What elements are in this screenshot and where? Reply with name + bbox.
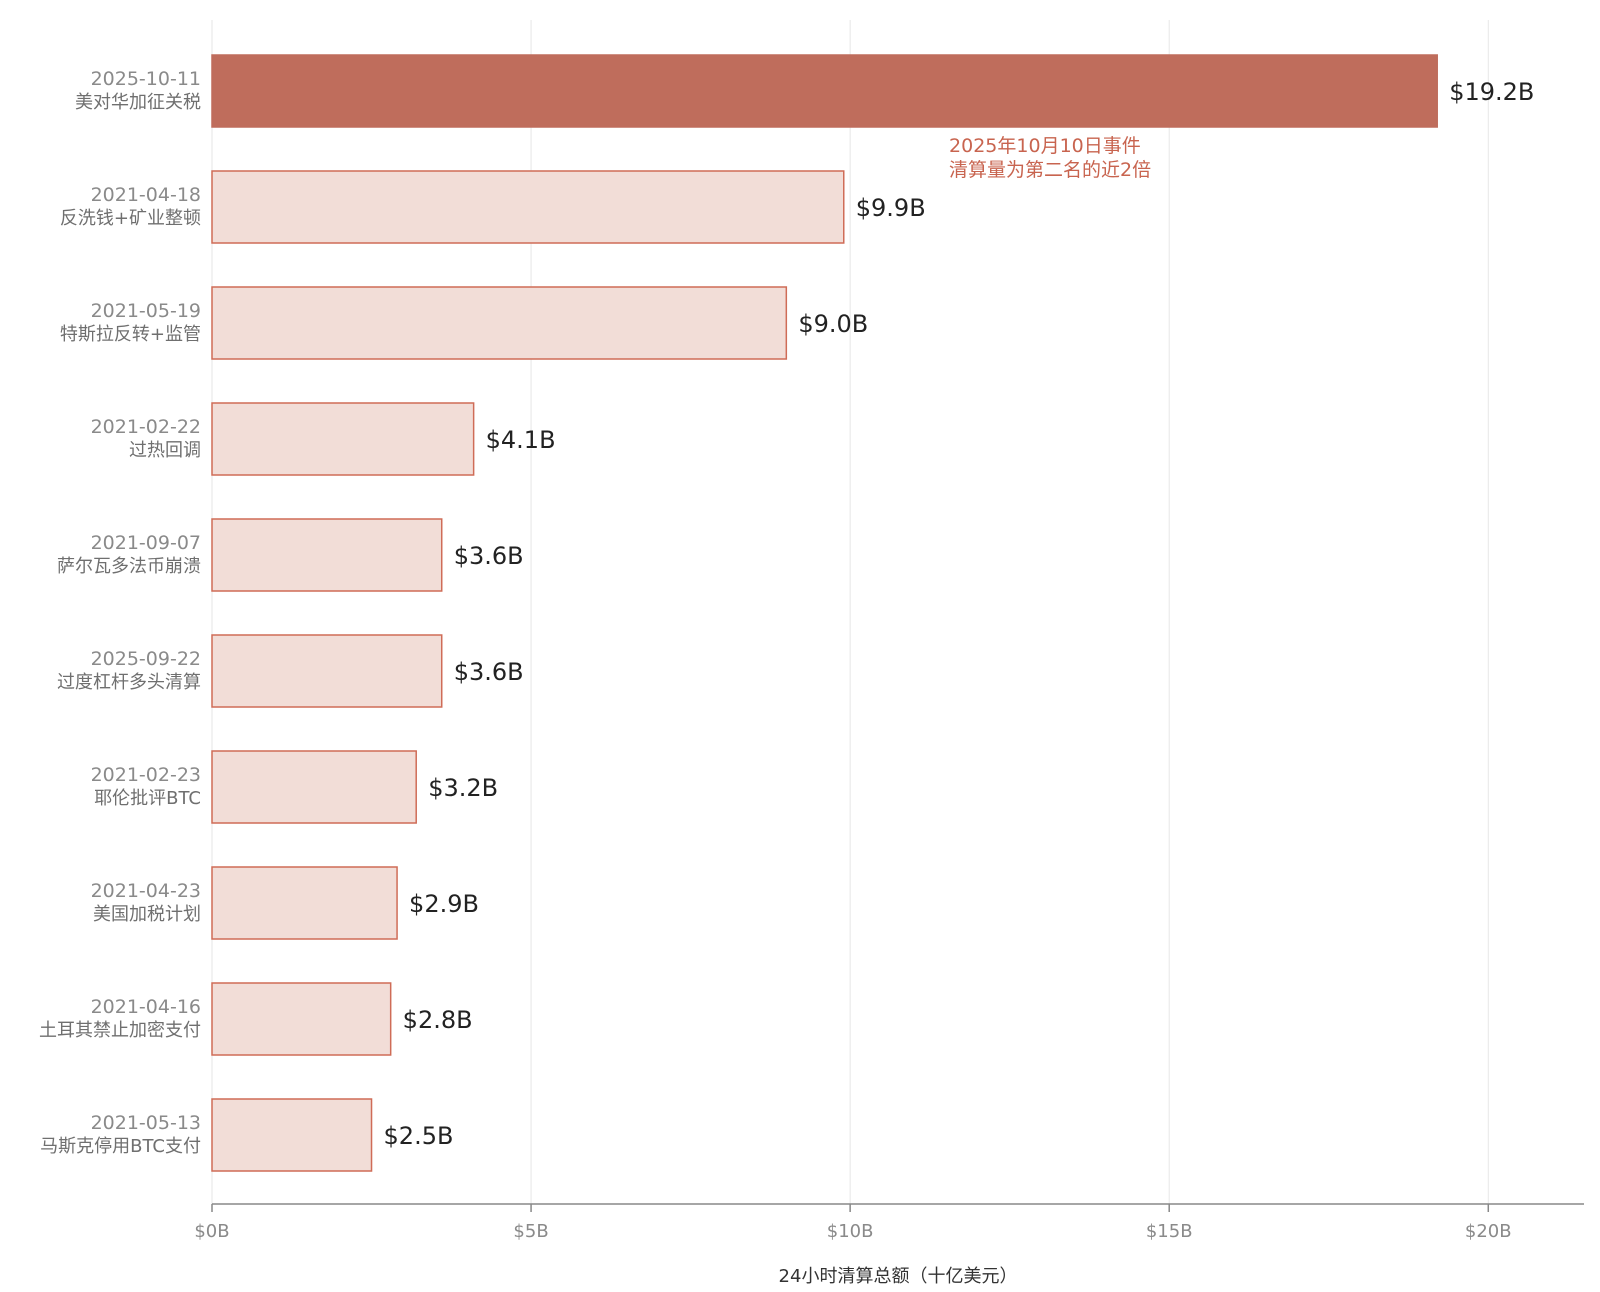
category-event-label: 美国加税计划: [93, 904, 201, 925]
category-date-label: 2021-02-22: [91, 416, 201, 438]
annotation-line: 2025年10月10日事件: [949, 135, 1141, 157]
value-labels: $19.2B $9.9B $9.0B $4.1B $3.6B $3.6B $3.2B $2.9…: [384, 78, 1535, 1150]
x-tick-label: $0B: [194, 1221, 229, 1242]
x-axis-title: 24小时清算总额（十亿美元）: [779, 1266, 1018, 1287]
category-date-label: 2025-10-11: [91, 68, 201, 90]
bar: [211, 54, 1438, 128]
category-event-label: 耶伦批评BTC: [94, 788, 201, 809]
bar-value-label: $3.2B: [428, 774, 498, 802]
category-date-label: 2021-04-18: [91, 184, 201, 206]
bar: [211, 402, 475, 476]
bar: [211, 866, 398, 940]
bar-value-label: $4.1B: [486, 426, 556, 454]
bar: [211, 518, 443, 592]
bar: [211, 982, 392, 1056]
category-event-label: 反洗钱+矿业整顿: [60, 208, 201, 229]
x-tick-label: $15B: [1146, 1221, 1193, 1242]
bar: [211, 750, 417, 824]
bar-value-label: $2.8B: [403, 1006, 473, 1034]
bar-value-label: $9.9B: [856, 194, 926, 222]
bar: [211, 170, 845, 244]
bar: [211, 634, 443, 708]
category-event-label: 特斯拉反转+监管: [60, 324, 201, 345]
category-date-label: 2021-02-23: [91, 764, 201, 786]
category-date-label: 2025-09-22: [91, 648, 201, 670]
x-tick-label: $10B: [827, 1221, 874, 1242]
category-date-label: 2021-09-07: [91, 532, 201, 554]
category-event-label: 过度杠杆多头清算: [57, 672, 201, 693]
x-tick-label: $5B: [513, 1221, 548, 1242]
category-date-label: 2021-04-23: [91, 880, 201, 902]
bar-value-label: $3.6B: [454, 542, 524, 570]
category-date-label: 2021-05-13: [91, 1112, 201, 1134]
category-event-label: 萨尔瓦多法币崩溃: [57, 556, 201, 577]
bar-value-label: $9.0B: [798, 310, 868, 338]
bars: [211, 54, 1438, 1172]
annotation-line: 清算量为第二名的近2倍: [949, 159, 1151, 181]
category-event-label: 过热回调: [129, 440, 201, 461]
category-event-label: 土耳其禁止加密支付: [39, 1020, 201, 1041]
category-date-label: 2021-05-19: [91, 300, 201, 322]
bar-value-label: $3.6B: [454, 658, 524, 686]
bar-value-label: $2.9B: [409, 890, 479, 918]
bar-value-label: $2.5B: [384, 1122, 454, 1150]
x-tick-label: $20B: [1465, 1221, 1512, 1242]
bar: [211, 286, 788, 360]
x-axis: $0B $5B $10B $15B $20B: [194, 1203, 1584, 1242]
category-event-label: 美对华加征关税: [75, 92, 201, 113]
category-date-label: 2021-04-16: [91, 996, 201, 1018]
category-event-label: 马斯克停用BTC支付: [40, 1136, 201, 1157]
bar: [211, 1098, 373, 1172]
bar-value-label: $19.2B: [1449, 78, 1534, 106]
